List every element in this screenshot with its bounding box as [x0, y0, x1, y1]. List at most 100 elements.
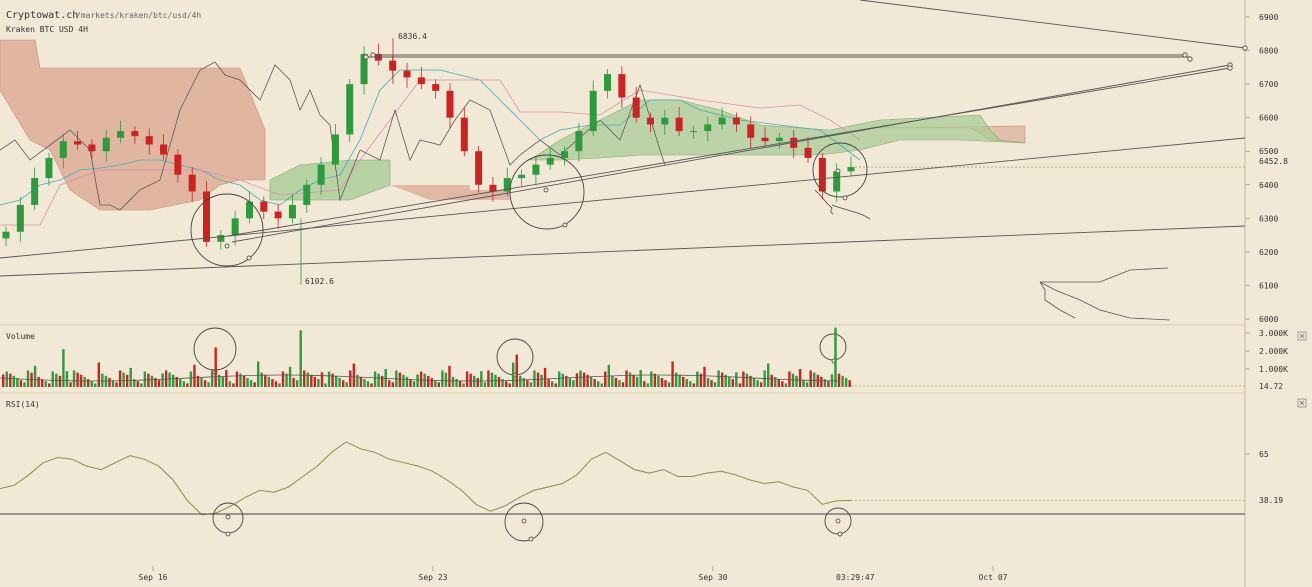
- trendline[interactable]: [0, 225, 1246, 277]
- candle: [288, 194, 296, 224]
- drawing-handle[interactable]: [837, 531, 843, 537]
- volume-bar: [611, 375, 614, 387]
- candle: [532, 156, 540, 186]
- candle: [217, 230, 225, 250]
- candle-body: [74, 141, 82, 145]
- volume-bar: [582, 372, 586, 387]
- trendline[interactable]: [227, 67, 1231, 237]
- drawing-handle[interactable]: [370, 52, 376, 58]
- drawing-handle[interactable]: [835, 518, 841, 524]
- trendline[interactable]: [231, 64, 1231, 243]
- drawing-handle[interactable]: [1182, 52, 1188, 58]
- candle: [732, 112, 740, 133]
- volume-bar: [239, 373, 242, 387]
- volume-bar: [519, 375, 522, 387]
- drawing-handle[interactable]: [1242, 45, 1248, 51]
- volume-bar: [512, 362, 515, 387]
- highlight-circle[interactable]: [812, 142, 868, 198]
- volume-bar: [777, 379, 781, 387]
- drawing-handle[interactable]: [842, 195, 848, 201]
- candle: [231, 210, 239, 246]
- volume-bar: [380, 375, 384, 387]
- drawing-handle[interactable]: [835, 168, 841, 174]
- volume-bar: [366, 381, 370, 387]
- candle: [417, 66, 425, 90]
- candle-body: [117, 131, 125, 138]
- candle: [102, 130, 110, 162]
- volume-bar: [473, 375, 476, 387]
- candle-body: [360, 53, 368, 85]
- drawing-handle[interactable]: [1227, 65, 1233, 71]
- candle: [145, 128, 153, 155]
- candle: [346, 79, 354, 143]
- projection-path[interactable]: [814, 189, 871, 220]
- volume-bar: [678, 374, 681, 387]
- drawing-handle[interactable]: [225, 514, 231, 520]
- trendline[interactable]: [859, 0, 1246, 49]
- drawing-handle[interactable]: [521, 518, 527, 524]
- low-price-label: 6102.6: [305, 277, 334, 286]
- volume-bar: [720, 372, 724, 387]
- volume-bar: [101, 373, 104, 387]
- drawing-handle[interactable]: [363, 54, 369, 60]
- highlight-circle[interactable]: [504, 502, 544, 542]
- volume-bar: [260, 372, 263, 387]
- volume-bar: [207, 382, 210, 387]
- market-path[interactable]: /markets/kraken/btc/usd/4h: [76, 11, 201, 20]
- volume-bar: [313, 376, 317, 387]
- drawing-handle[interactable]: [246, 255, 252, 261]
- volume-bar: [136, 381, 139, 387]
- volume-bar: [621, 382, 625, 387]
- ichimoku-base-line: [0, 79, 861, 226]
- volume-bar: [384, 369, 387, 387]
- candle: [775, 132, 783, 149]
- volume-axis-tick-label: 3.000K: [1259, 329, 1288, 338]
- last-price-label: 6452.8: [1259, 157, 1288, 166]
- volume-bar: [19, 380, 23, 387]
- drawing-handle[interactable]: [562, 222, 568, 228]
- candle-body: [45, 157, 53, 179]
- volume-bar: [253, 382, 256, 387]
- volume-bar: [342, 380, 345, 387]
- high-price-label: 6836.4: [398, 32, 427, 41]
- volume-bar: [664, 380, 667, 387]
- drawing-handle[interactable]: [224, 243, 230, 249]
- drawing-layer[interactable]: [0, 0, 1248, 542]
- volume-pane-close-icon[interactable]: [1297, 331, 1307, 341]
- candle: [689, 126, 697, 139]
- volume-bar: [412, 381, 416, 387]
- highlight-circle[interactable]: [509, 154, 585, 230]
- last-price-box: [1247, 156, 1287, 167]
- drawing-handle[interactable]: [528, 536, 534, 542]
- candle: [131, 126, 139, 144]
- candle: [589, 80, 597, 137]
- volume-bar: [23, 382, 26, 387]
- candle-body: [489, 184, 497, 192]
- volume-bar: [515, 354, 518, 387]
- candle: [460, 107, 468, 157]
- drawing-handle[interactable]: [543, 187, 549, 193]
- trendline[interactable]: [0, 137, 1246, 259]
- drawing-handle[interactable]: [225, 531, 231, 537]
- drawing-handle[interactable]: [1187, 56, 1193, 62]
- candle-body: [589, 90, 597, 132]
- price-axis-tick-label: 6200: [1259, 248, 1278, 257]
- volume-bar: [614, 378, 618, 387]
- candle-body: [131, 131, 139, 137]
- rsi-line: [0, 441, 1245, 516]
- candle-body: [145, 136, 153, 145]
- volume-axis-tick-label: 1.000K: [1259, 365, 1288, 374]
- candle: [45, 152, 53, 186]
- highlight-circle[interactable]: [190, 193, 264, 267]
- rsi-pane-close-icon[interactable]: [1297, 398, 1307, 408]
- volume-bar: [398, 372, 402, 387]
- candle-body: [188, 174, 196, 192]
- volume-ma-line: [0, 374, 841, 382]
- volume-bar: [774, 376, 777, 387]
- volume-bar: [547, 379, 550, 387]
- brand-title[interactable]: Cryptowat.ch: [6, 10, 78, 21]
- candle-body: [417, 77, 425, 85]
- candle-body: [2, 231, 10, 239]
- volume-bar: [129, 367, 132, 387]
